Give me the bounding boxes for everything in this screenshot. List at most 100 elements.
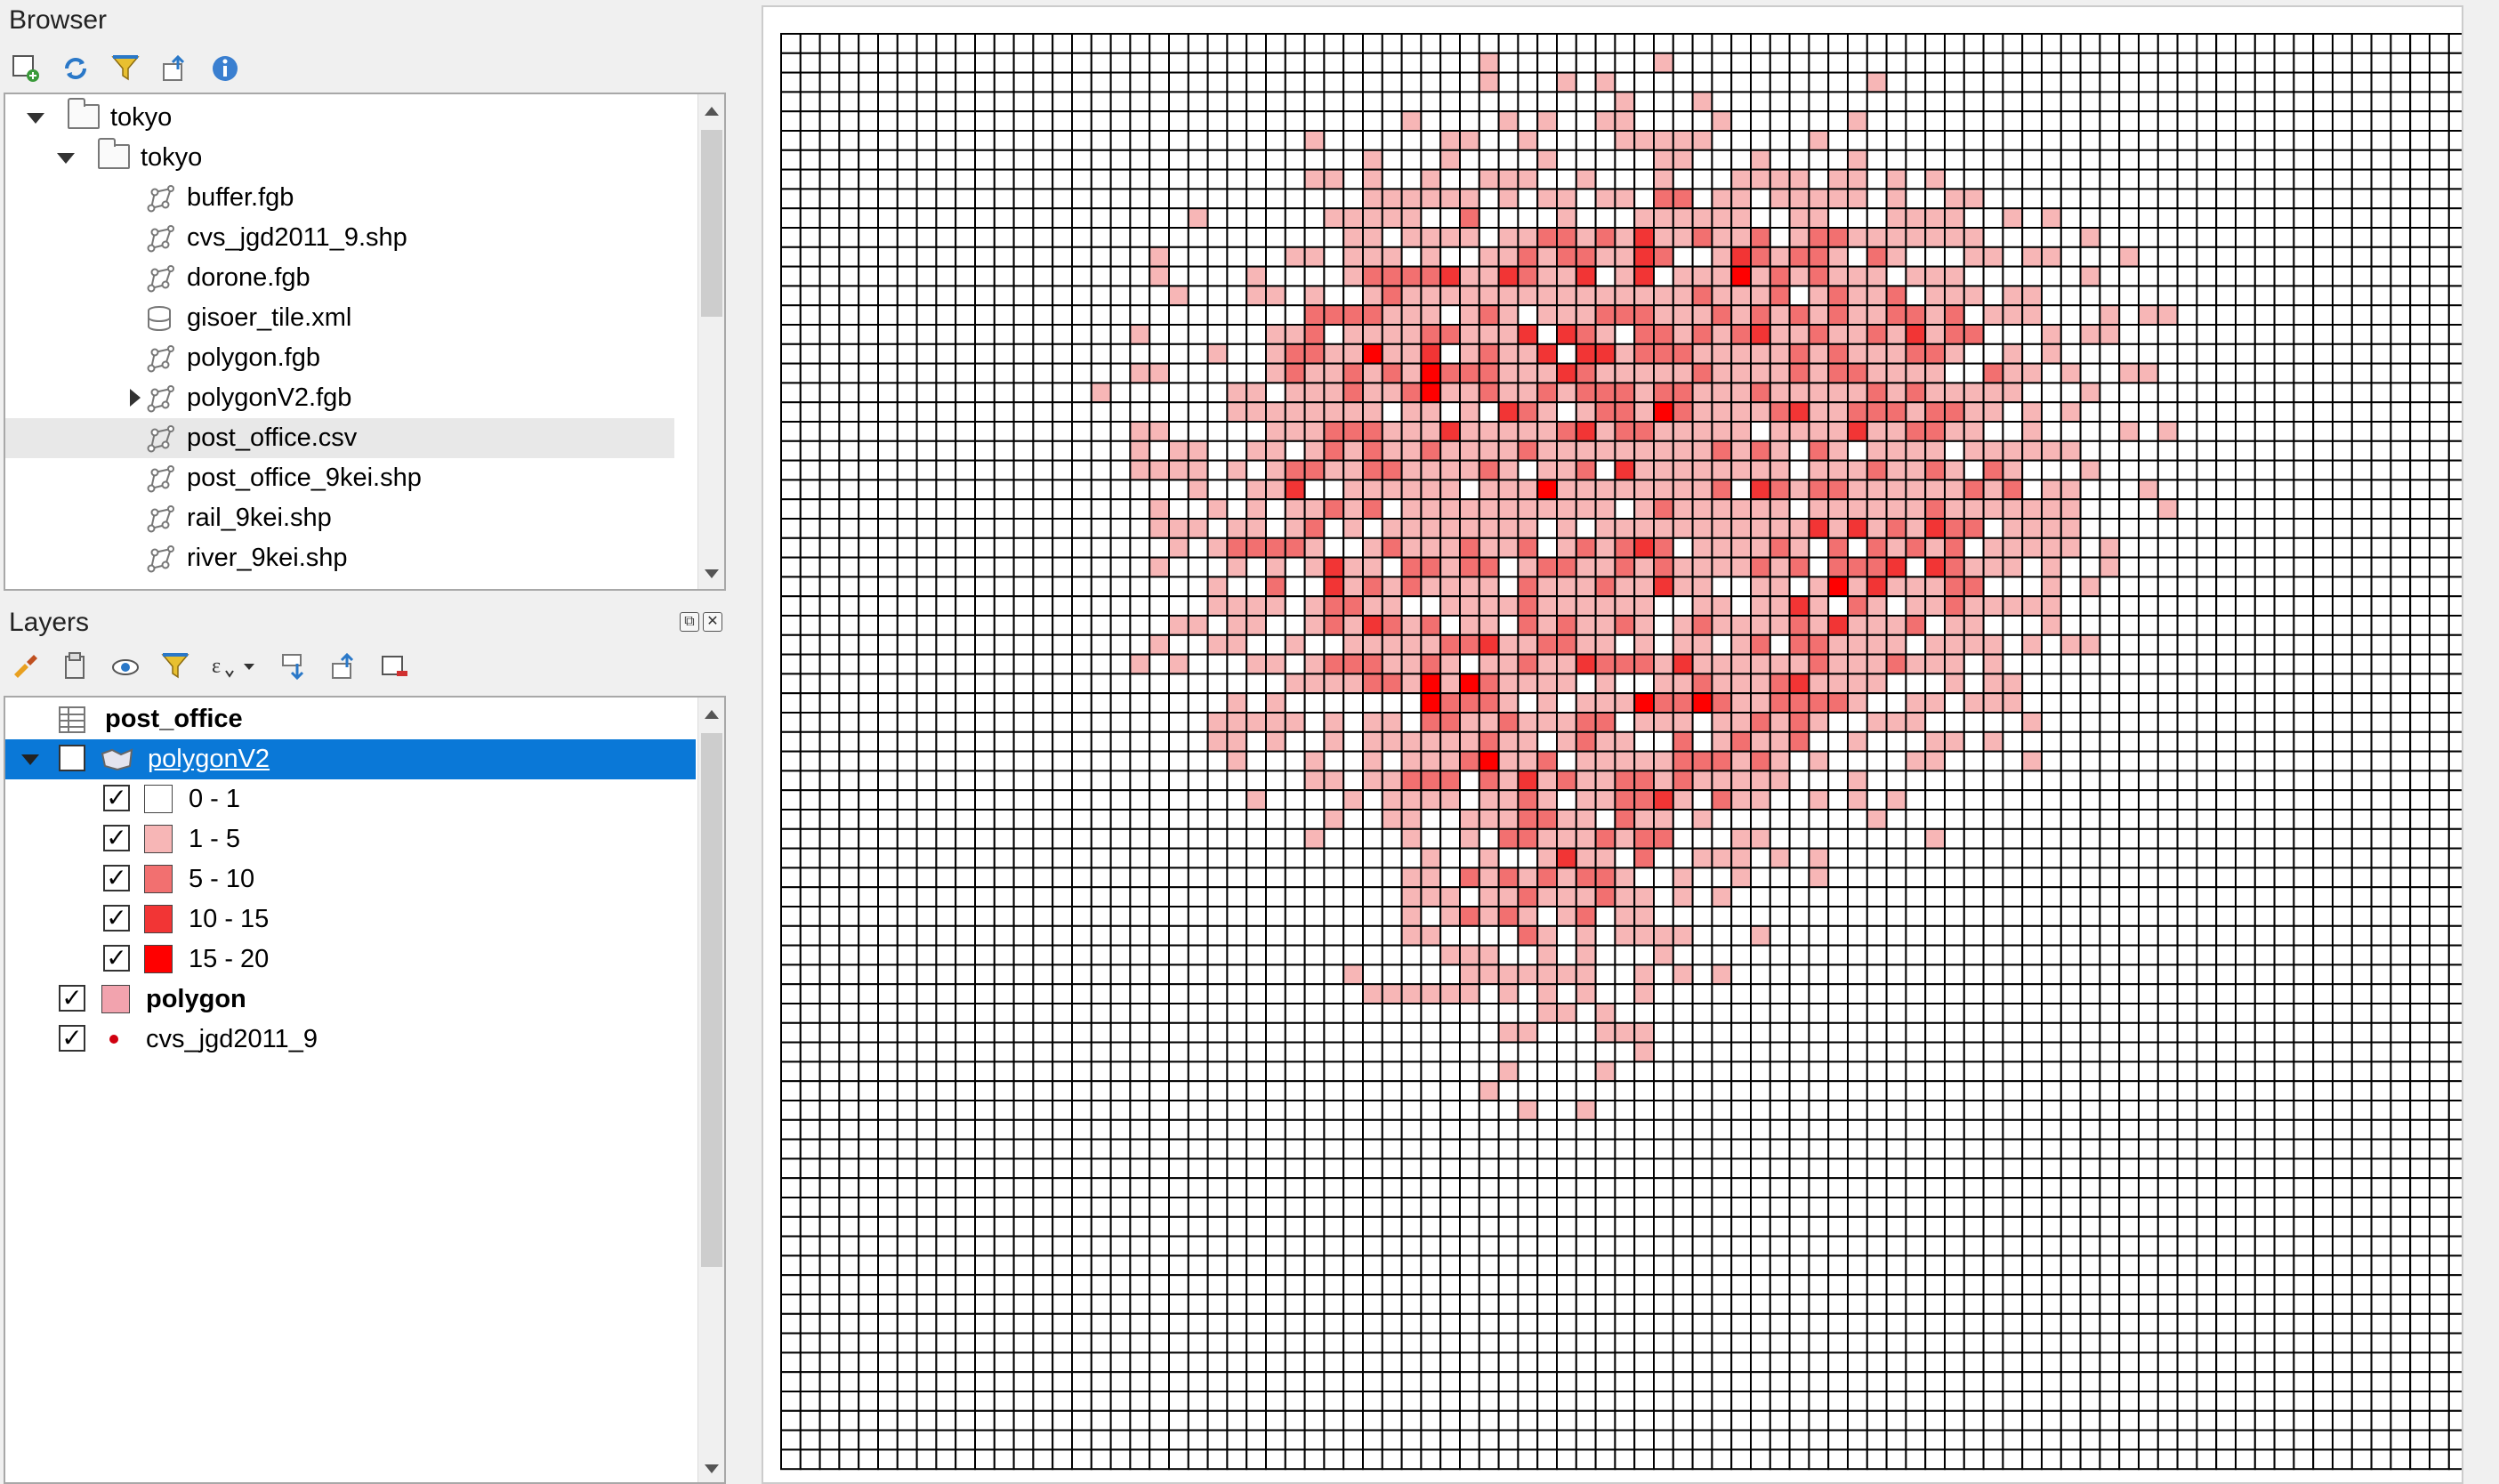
- layers-scrollbar[interactable]: [697, 698, 724, 1482]
- grid-cell: [1982, 556, 2004, 578]
- add-layer-icon[interactable]: [9, 52, 43, 85]
- grid-cell: [1090, 770, 1112, 792]
- layer-item[interactable]: ✓ 10 - 15: [5, 899, 696, 940]
- grid-cell: [1265, 712, 1286, 733]
- collapse-all-icon[interactable]: [327, 649, 361, 683]
- filter-legend-icon[interactable]: [158, 649, 192, 683]
- add-group-icon[interactable]: [59, 649, 93, 683]
- grid-cell: [1866, 906, 1888, 927]
- grid-heatmap[interactable]: [763, 7, 2462, 1482]
- grid-cell: [974, 867, 996, 889]
- grid-cell: [2293, 1080, 2315, 1101]
- class-swatch: [144, 905, 173, 933]
- browser-item[interactable]: post_office.csv: [5, 418, 674, 458]
- layer-item[interactable]: ✓ cvs_jgd2011_9: [5, 1020, 696, 1060]
- browser-item[interactable]: tokyo: [5, 138, 674, 178]
- grid-cell: [1149, 964, 1171, 986]
- class-checkbox[interactable]: ✓: [103, 785, 130, 811]
- layer-item[interactable]: ✓ polygonV2: [5, 739, 696, 779]
- class-checkbox[interactable]: ✓: [103, 825, 130, 851]
- info-icon[interactable]: [208, 52, 242, 85]
- close-panel-icon[interactable]: ✕: [703, 612, 722, 632]
- class-checkbox[interactable]: ✓: [103, 945, 130, 972]
- browser-item[interactable]: buffer.fgb: [5, 178, 674, 218]
- layer-item[interactable]: ✓ 0 - 1: [5, 779, 696, 819]
- browser-item[interactable]: tokyo: [5, 98, 674, 138]
- grid-cell: [1323, 246, 1345, 268]
- grid-cell: [1536, 401, 1559, 423]
- browser-item[interactable]: polygonV2.fgb: [5, 378, 674, 418]
- grid-cell: [2156, 33, 2179, 54]
- grid-cell: [1808, 1100, 1830, 1121]
- filter-icon[interactable]: [109, 52, 142, 85]
- float-panel-icon[interactable]: ⧉: [680, 612, 699, 632]
- expand-all-icon[interactable]: [278, 649, 311, 683]
- chevron-down-icon[interactable]: [21, 754, 39, 765]
- layer-checkbox[interactable]: ✓: [59, 1025, 85, 1052]
- browser-item[interactable]: cvs_jgd2011_9.shp: [5, 218, 674, 258]
- layer-item[interactable]: post_office: [5, 699, 696, 739]
- layers-scroll-thumb[interactable]: [701, 733, 722, 1267]
- style-icon[interactable]: [9, 649, 43, 683]
- class-checkbox[interactable]: ✓: [103, 905, 130, 932]
- grid-cell: [2041, 227, 2062, 248]
- grid-cell: [838, 576, 860, 598]
- browser-scrollbar[interactable]: [697, 94, 724, 589]
- grid-cell: [1245, 110, 1268, 132]
- browser-item[interactable]: post_office_9kei.shp: [5, 458, 674, 498]
- remove-layer-icon[interactable]: [377, 649, 411, 683]
- grid-cell: [838, 983, 860, 1004]
- grid-cell: [2235, 847, 2256, 869]
- grid-cell: [1885, 944, 1907, 966]
- browser-item[interactable]: polygon.fgb: [5, 338, 674, 378]
- refresh-icon[interactable]: [59, 52, 93, 85]
- browser-scroll-thumb[interactable]: [701, 130, 722, 317]
- chevron-down-icon[interactable]: [27, 113, 44, 124]
- grid-cell: [1536, 91, 1559, 113]
- browser-item[interactable]: gisoer_tile.xml: [5, 298, 674, 338]
- expression-filter-icon[interactable]: ε: [208, 649, 262, 683]
- scroll-up-icon[interactable]: [705, 107, 719, 116]
- chevron-right-icon[interactable]: [130, 389, 141, 407]
- grid-cell: [1420, 188, 1442, 210]
- scroll-up-icon[interactable]: [705, 710, 719, 719]
- map-canvas[interactable]: [762, 5, 2463, 1484]
- layer-checkbox[interactable]: ✓: [59, 985, 85, 1012]
- panel-splitter[interactable]: [730, 0, 762, 1484]
- grid-cell: [1226, 730, 1248, 753]
- layer-item[interactable]: ✓ polygon: [5, 980, 696, 1020]
- grid-cell: [1827, 110, 1849, 132]
- grid-cell: [1691, 712, 1713, 733]
- layer-item[interactable]: ✓ 15 - 20: [5, 940, 696, 980]
- visibility-icon[interactable]: [109, 649, 142, 683]
- layer-item[interactable]: ✓ 1 - 5: [5, 819, 696, 859]
- grid-cell: [1517, 168, 1539, 190]
- collapse-all-icon[interactable]: [158, 52, 192, 85]
- browser-item[interactable]: dorone.fgb: [5, 258, 674, 298]
- layer-checkbox[interactable]: ✓: [59, 745, 85, 771]
- grid-cell: [1653, 459, 1674, 481]
- grid-cell: [858, 421, 879, 442]
- grid-cell: [1536, 382, 1559, 404]
- class-checkbox[interactable]: ✓: [103, 865, 130, 891]
- grid-cell: [974, 1021, 996, 1044]
- browser-item[interactable]: river_9kei.shp: [5, 538, 674, 578]
- scroll-down-icon[interactable]: [705, 1464, 719, 1473]
- grid-cell: [1226, 809, 1248, 830]
- grid-cell: [1439, 1100, 1462, 1121]
- chevron-down-icon[interactable]: [57, 153, 75, 164]
- grid-cell: [1071, 362, 1092, 384]
- grid-cell: [2273, 149, 2295, 171]
- grid-cell: [1711, 1021, 1733, 1044]
- grid-cell: [1206, 110, 1229, 132]
- grid-cell: [1012, 518, 1035, 539]
- layer-item[interactable]: ✓ 5 - 10: [5, 859, 696, 899]
- grid-cell: [2079, 1003, 2101, 1024]
- grid-cell: [1517, 983, 1539, 1004]
- grid-cell: [1982, 886, 2004, 908]
- scroll-down-icon[interactable]: [705, 569, 719, 578]
- browser-item[interactable]: rail_9kei.shp: [5, 498, 674, 538]
- grid-cell: [1594, 712, 1616, 733]
- grid-cell: [1323, 459, 1345, 481]
- grid-cell: [1788, 343, 1810, 365]
